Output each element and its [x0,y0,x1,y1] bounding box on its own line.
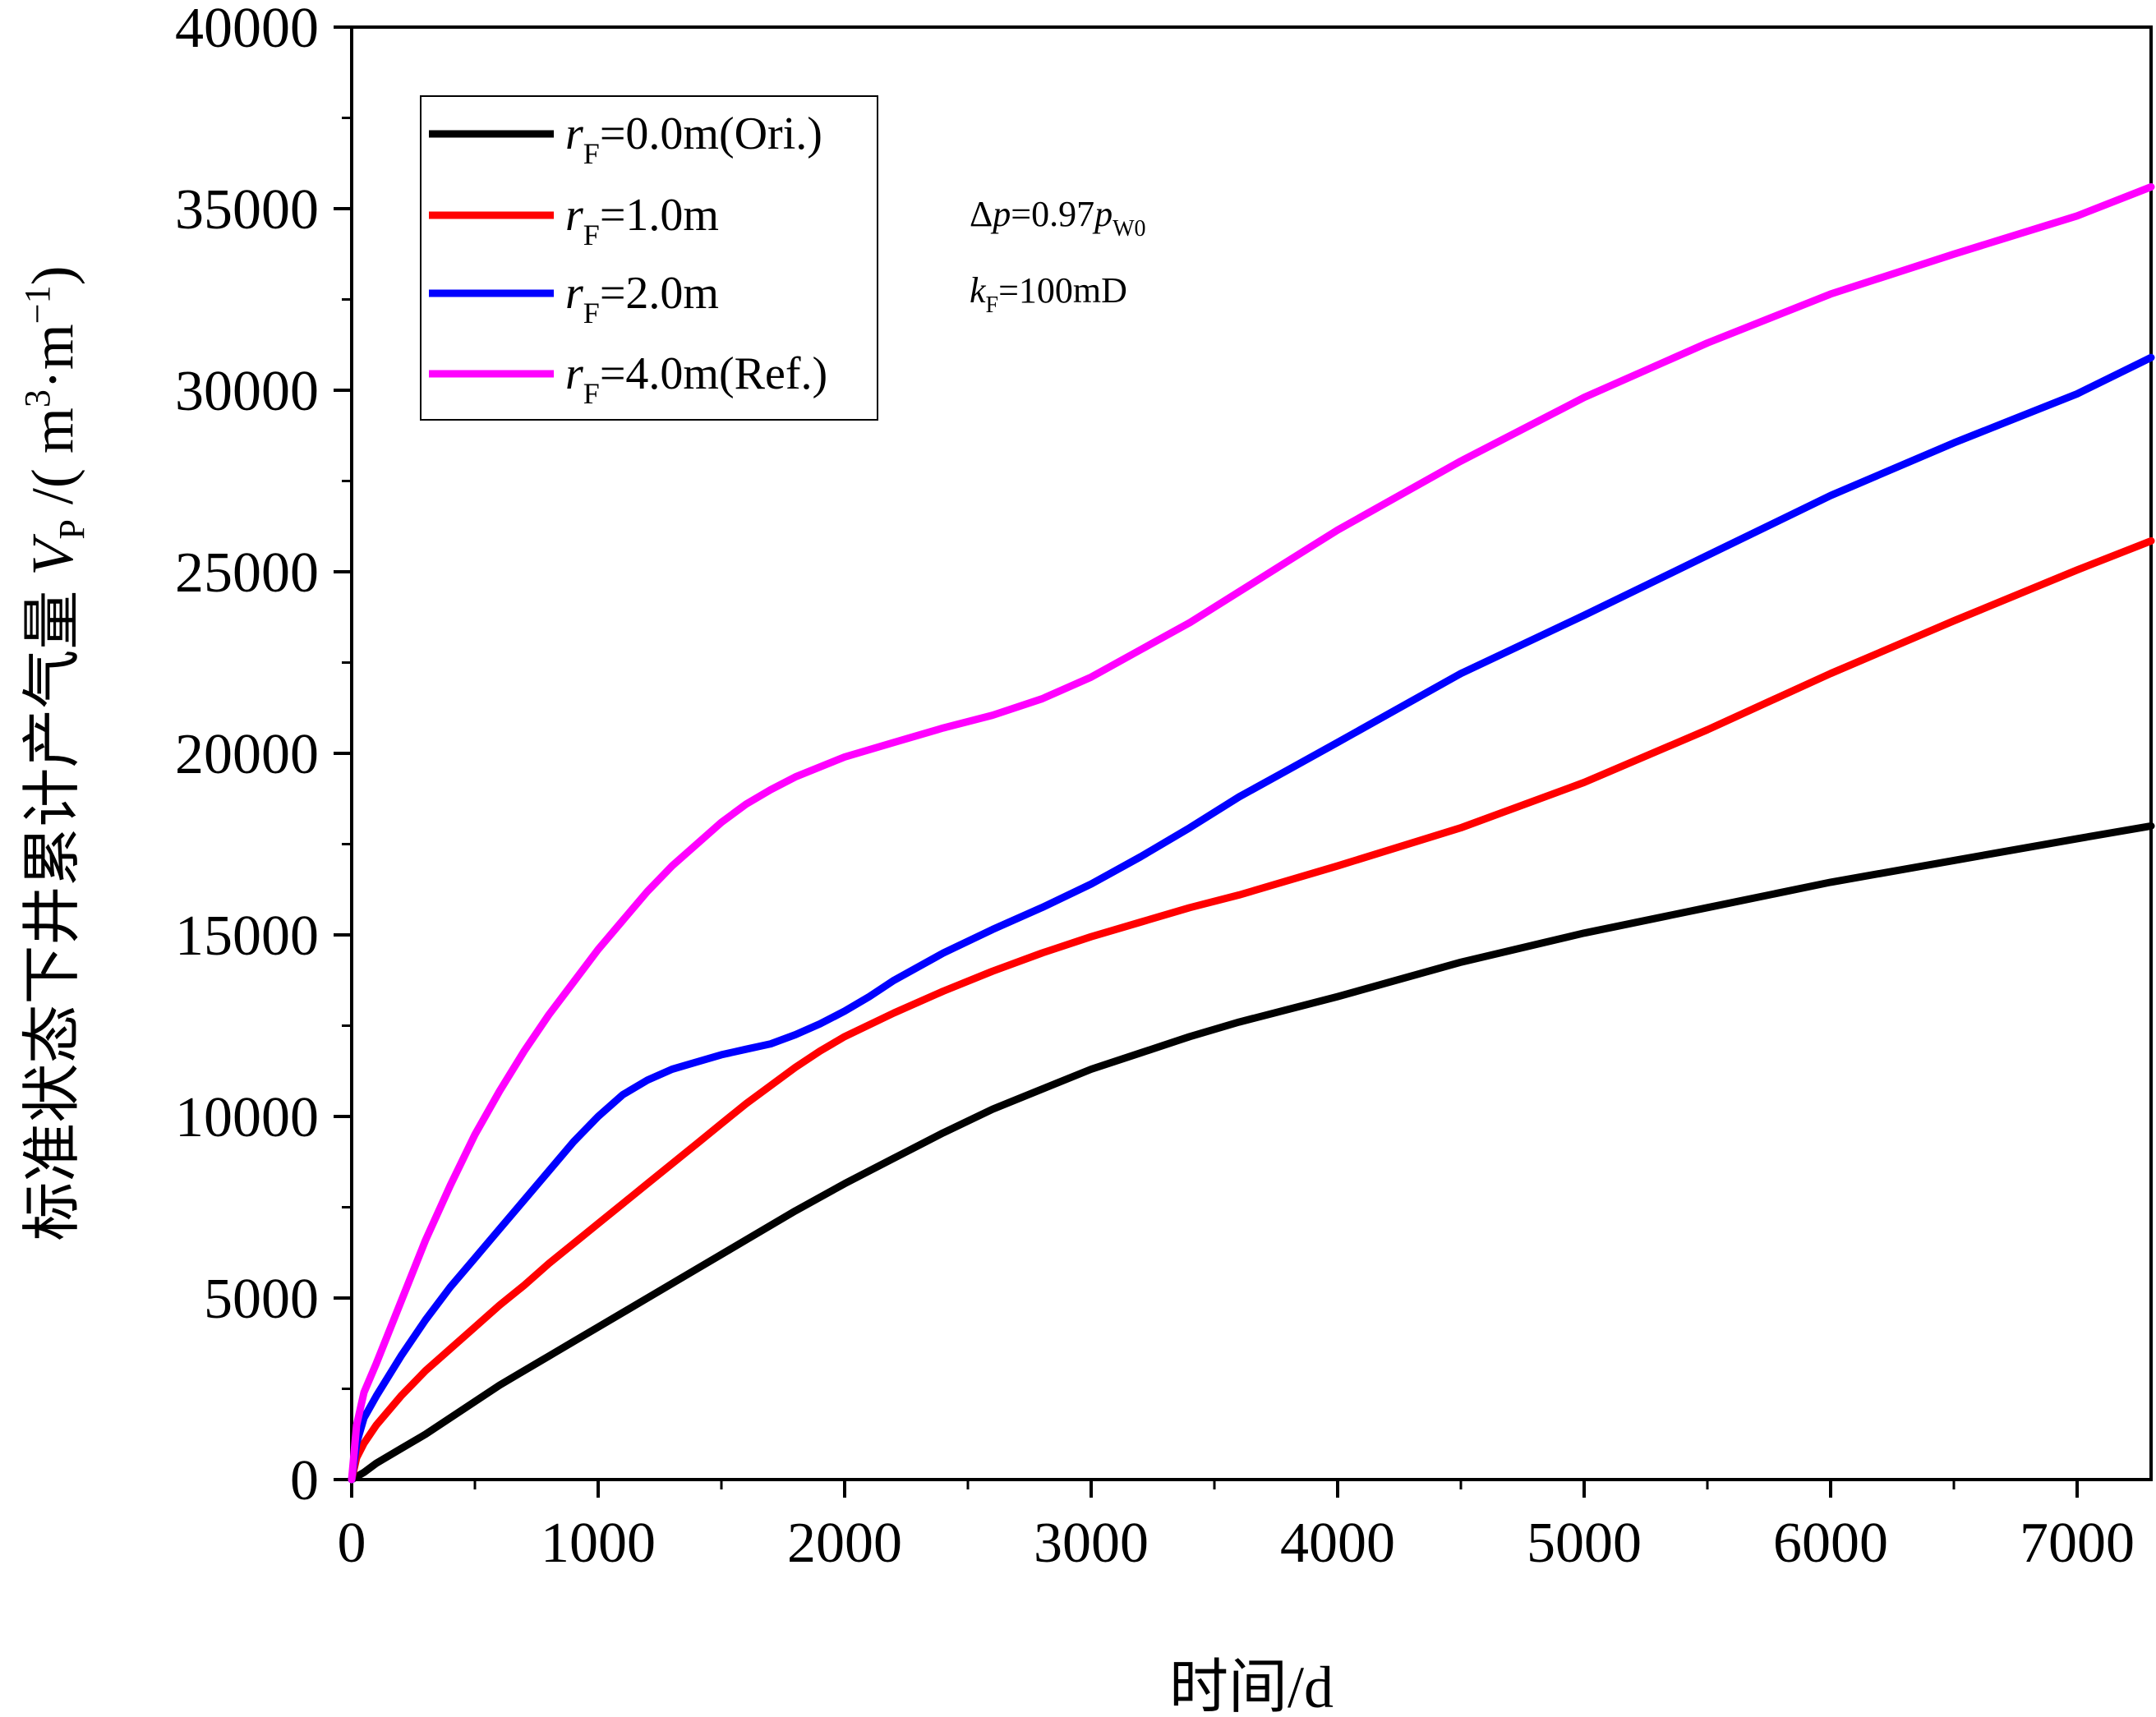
legend-label-3: rF=4.0m(Ref.) [565,348,827,410]
y-tick-label: 40000 [175,0,319,60]
y-tick-label: 25000 [175,541,319,605]
series-line-0 [348,822,2155,1484]
y-tick-label: 0 [290,1449,319,1512]
x-tick-label: 5000 [1527,1512,1642,1575]
x-tick-label: 1000 [541,1512,656,1575]
y-axis: 0 5000 10000 15000 20000 25000 30000 35000 40000 [175,0,352,1512]
legend-label-1: rF=1.0m [565,190,719,251]
series-line-1 [348,536,2155,1484]
x-tick-label: 7000 [2020,1512,2135,1575]
x-tick-label: 2000 [787,1512,902,1575]
series-line-3 [348,183,2155,1484]
y-axis-title: 标准状态下井累计产气量 VP /( m3·m−1) [17,265,92,1241]
x-tick-label: 6000 [1773,1512,1888,1575]
y-tick-label: 30000 [175,360,319,423]
y-tick-label: 20000 [175,723,319,786]
series-lines [348,183,2155,1484]
y-tick-label: 15000 [175,905,319,968]
y-tick-label: 10000 [175,1086,319,1149]
x-axis: 0 1000 2000 3000 4000 5000 6000 7000 [338,1480,2135,1575]
annotation-delta-p: Δp=0.97pW0 [970,194,1146,242]
y-tick-label: 35000 [175,178,319,242]
x-axis-title: 时间/d [1169,1655,1334,1717]
series-line-2 [348,353,2155,1484]
legend-box [420,95,878,421]
legend: rF=0.0m(Ori.) rF=1.0m rF=2.0m rF=4.0m(Ref.) [420,95,878,421]
legend-label-0: rF=0.0m(Ori.) [565,108,822,170]
legend-label-2: rF=2.0m [565,268,719,329]
x-tick-label: 4000 [1280,1512,1395,1575]
annotation-kf: kF=100mD [970,270,1127,318]
x-tick-label: 0 [338,1512,366,1575]
x-tick-label: 3000 [1034,1512,1149,1575]
y-tick-label: 5000 [204,1268,319,1331]
